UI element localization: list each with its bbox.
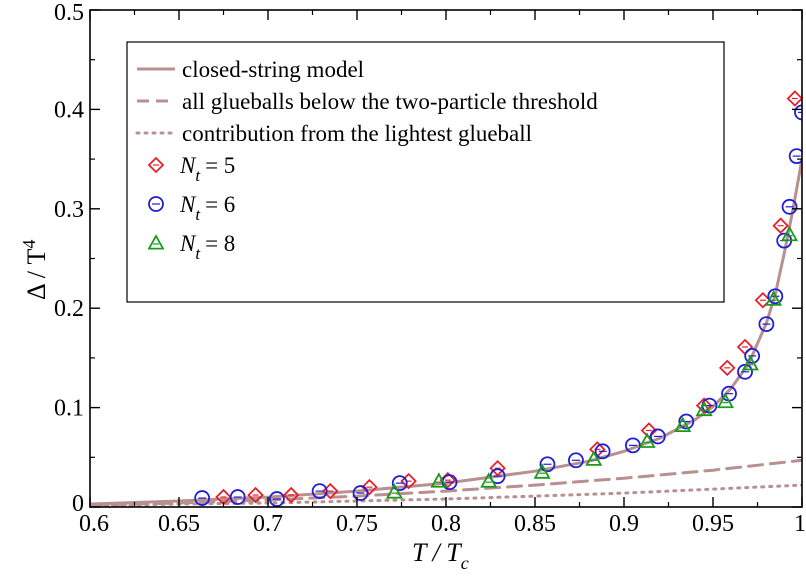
x-tick-label: 0.85: [514, 511, 556, 537]
data-point-circle: [767, 288, 784, 305]
x-tick-label: 0.9: [609, 511, 639, 537]
y-tick-label: 0.2: [54, 296, 84, 322]
data-point-circle: [391, 475, 408, 492]
data-point-circle: [311, 483, 328, 499]
legend-label-lightest-glueball: contribution from the lightest glueball: [182, 121, 532, 146]
legend-label-nt8: Nt = 8: [179, 231, 235, 263]
legend-label-nt5: Nt = 5: [179, 153, 235, 185]
y-tick-label: 0.3: [54, 197, 84, 223]
data-point-circle: [625, 437, 641, 454]
data-point-diamond: [247, 486, 264, 504]
data-point-triangle: [695, 400, 713, 417]
data-point-circle: [744, 348, 761, 364]
data-point-diamond: [489, 459, 506, 477]
data-point-triangle: [764, 290, 783, 306]
data-point-triangle: [638, 432, 656, 448]
data-point-diamond: [695, 397, 713, 414]
data-point-diamond: [361, 478, 378, 496]
y-axis-label: Δ / T4: [19, 240, 51, 300]
x-tick-label: 0.6: [79, 511, 109, 537]
data-point-diamond: [400, 472, 417, 490]
data-point-circle: [594, 443, 611, 460]
data-point-circle: [268, 491, 285, 507]
data-point-diamond: [772, 217, 789, 234]
data-point-circle: [678, 413, 695, 430]
data-point-diamond: [786, 90, 802, 107]
x-tick-label: 1: [794, 511, 806, 537]
data-markers: [194, 90, 802, 507]
x-tick-label: 0.75: [336, 511, 378, 537]
data-point-circle: [568, 452, 584, 469]
data-point-triangle: [533, 463, 551, 479]
legend: closed-string model all glueballs below …: [126, 41, 725, 303]
data-point-circle: [794, 104, 802, 121]
data-point-triangle: [741, 355, 759, 371]
data-point-triangle: [674, 416, 692, 432]
data-point-triangle: [585, 450, 603, 466]
legend-marker-nt6: [148, 196, 164, 212]
data-point-circle: [229, 489, 246, 505]
curve-dotted: [90, 483, 802, 507]
legend-label-closed-string: closed-string model: [182, 57, 364, 82]
data-point-circle: [649, 428, 666, 445]
legend-box: [126, 41, 725, 303]
x-tick-label: 0.65: [158, 511, 200, 537]
data-point-circle: [781, 198, 798, 215]
data-point-triangle: [385, 483, 403, 499]
legend-marker-nt5: [147, 156, 165, 174]
legend-marker-nt8: [147, 234, 165, 250]
legend-symbol-circle: [148, 196, 164, 212]
axis-ticks: 0.6 0.65 0.7 0.75 0.8 0.85 0.9 0.95 1 0 0.1 0.2 0.3 0…: [54, 0, 806, 537]
legend-symbol-triangle: [147, 234, 165, 250]
data-point-diamond: [282, 486, 300, 504]
data-point-circle: [788, 148, 802, 165]
x-tick-label: 0.8: [431, 511, 461, 537]
data-point-circle: [758, 316, 775, 333]
data-point-triangle: [430, 472, 448, 488]
data-point-triangle: [480, 472, 498, 488]
data-point-circle: [352, 485, 369, 501]
data-point-circle: [194, 490, 211, 506]
x-tick-label: 0.7: [253, 511, 283, 537]
x-axis-label: T / Tc: [412, 538, 469, 573]
y-tick-label: 0: [72, 491, 84, 517]
legend-label-all-glueballs: all glueballs below the two-particle thr…: [182, 89, 598, 114]
data-point-diamond: [718, 359, 736, 377]
data-point-triangle: [781, 225, 799, 242]
y-tick-label: 0.4: [54, 97, 84, 123]
data-point-circle: [539, 456, 556, 473]
legend-label-nt6: Nt = 6: [179, 192, 235, 224]
legend-symbol-diamond: [147, 156, 165, 174]
data-point-triangle: [716, 392, 734, 409]
data-point-diamond: [754, 291, 772, 309]
y-tick-label: 0.1: [54, 396, 84, 422]
x-tick-label: 0.95: [692, 511, 734, 537]
plot-frame: [89, 9, 803, 508]
y-tick-label: 0.5: [54, 0, 84, 26]
